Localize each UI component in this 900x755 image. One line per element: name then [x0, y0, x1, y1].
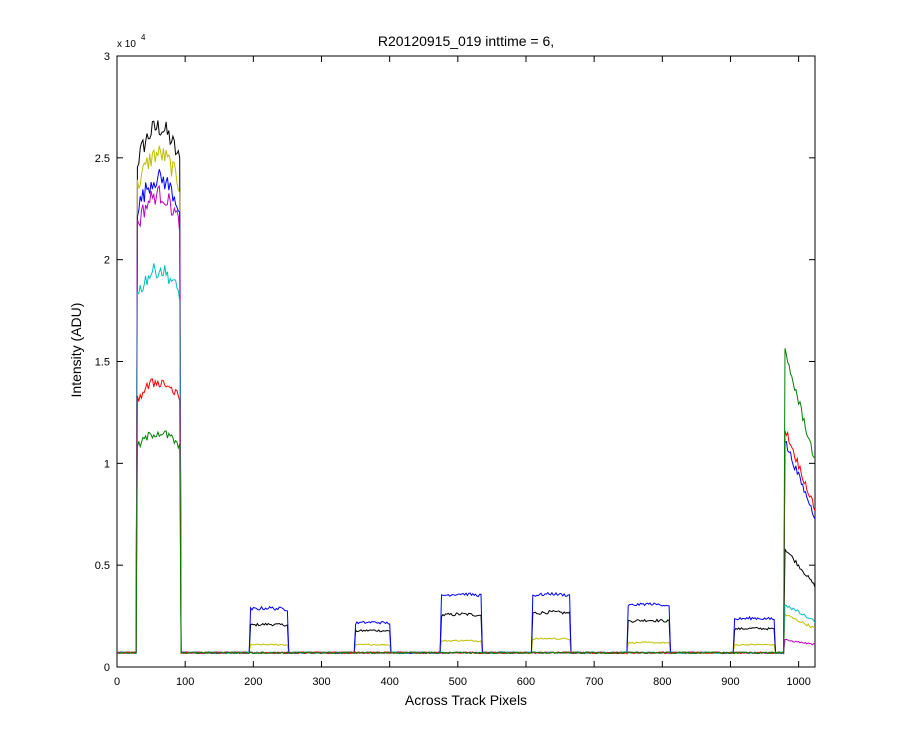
x-tick-label: 500 [449, 676, 467, 688]
x-tick-label: 800 [653, 676, 671, 688]
x-tick-label: 300 [312, 676, 330, 688]
chart-title: R20120915_019 inttime = 6, [378, 33, 554, 49]
ticks-layer: 0 100 200 300 400 500 600 700 800 900 1000 0 0.5 1 1.5… [95, 51, 815, 688]
x-tick-label: 1000 [786, 676, 810, 688]
y-tick-label: 0.5 [95, 560, 110, 572]
axes-box [116, 55, 816, 668]
y-tick-label: 0 [104, 662, 110, 674]
x-axis-label: Across Track Pixels [405, 692, 527, 708]
series-line-6 [117, 348, 815, 655]
y-exponent-label: x 10 [117, 39, 136, 50]
x-tick-label: 400 [380, 676, 398, 688]
x-tick-label: 200 [244, 676, 262, 688]
y-tick-label: 1 [104, 458, 110, 470]
y-exponent-power: 4 [141, 33, 146, 42]
x-tick-label: 700 [585, 676, 603, 688]
x-tick-label: 100 [176, 676, 194, 688]
y-tick-label: 3 [104, 51, 110, 63]
x-tick-label: 600 [517, 676, 535, 688]
x-tick-label: 900 [721, 676, 739, 688]
y-tick-label: 1.5 [95, 357, 110, 369]
x-tick-label: 0 [114, 676, 120, 688]
series-layer [117, 120, 815, 655]
y-axis-label: Intensity (ADU) [68, 303, 84, 398]
y-tick-label: 2.5 [95, 153, 110, 165]
y-tick-label: 2 [104, 255, 110, 267]
